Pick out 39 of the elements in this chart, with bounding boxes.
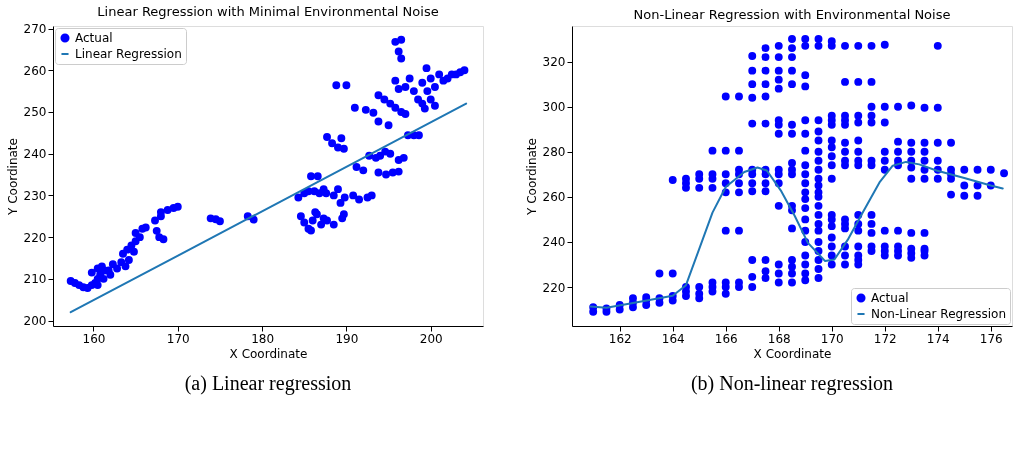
x-tick-label: 166 (714, 331, 738, 346)
legend-label: Linear Regression (75, 47, 182, 61)
y-axis-title: Y Coordinate (524, 138, 539, 216)
legend-label: Non-Linear Regression (871, 307, 1006, 321)
x-tick-label: 190 (335, 331, 359, 346)
y-tick-label: 210 (23, 272, 47, 287)
text: (b) Non-linear regression (690, 372, 894, 395)
x-tick-label: 160 (82, 331, 106, 346)
x-tick-label: 164 (661, 331, 685, 346)
y-tick-label: 320 (542, 55, 566, 70)
y-tick-label: 220 (23, 230, 47, 245)
x-tick-label: 174 (926, 331, 950, 346)
x-tick-label: 200 (419, 331, 443, 346)
text: (a) Linear regression (184, 372, 352, 395)
x-tick-label: 170 (166, 331, 190, 346)
chart-title: Non-Linear Regression with Environmental Noise (633, 7, 951, 22)
y-tick-label: 240 (23, 147, 47, 162)
y-tick-label: 240 (542, 235, 566, 250)
y-tick-label: 260 (23, 63, 47, 78)
y-tick-label: 250 (23, 105, 47, 120)
y-tick-label: 220 (542, 280, 566, 295)
y-tick-label: 270 (23, 22, 47, 36)
x-axis-title: X Coordinate (229, 346, 308, 361)
x-tick-label: 176 (979, 331, 1003, 346)
x-axis-title: X Coordinate (753, 346, 832, 361)
x-tick-label: 170 (820, 331, 844, 346)
legend-label: Actual (871, 291, 909, 305)
legend-label: Actual (75, 31, 113, 45)
y-tick-label: 280 (542, 145, 566, 160)
chart-title: Linear Regression with Minimal Environmental Noise (97, 3, 439, 19)
x-tick-label: 168 (767, 331, 791, 346)
y-axis-title: Y Coordinate (5, 138, 20, 216)
x-tick-label: 162 (608, 331, 632, 346)
y-tick-label: 200 (23, 314, 47, 329)
y-tick-label: 230 (23, 188, 47, 203)
y-tick-label: 300 (542, 100, 566, 115)
x-tick-label: 180 (251, 331, 275, 346)
y-tick-label: 260 (542, 190, 566, 205)
x-tick-label: 172 (873, 331, 897, 346)
